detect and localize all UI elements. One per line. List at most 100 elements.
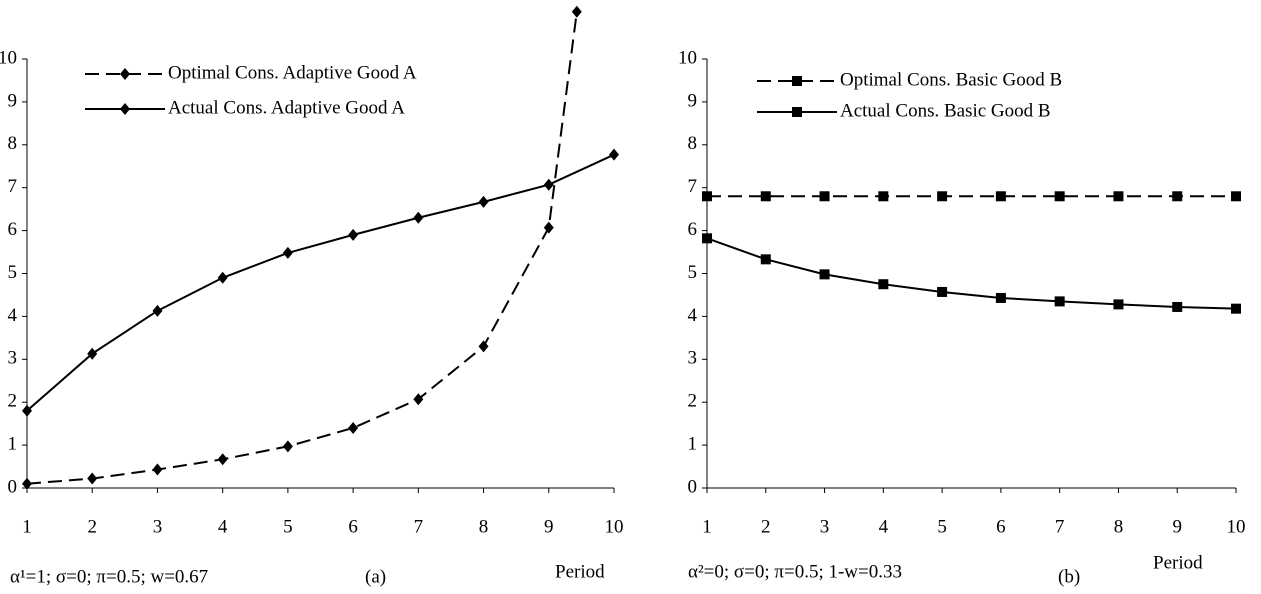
y-tick-label: 10	[678, 47, 697, 68]
data-point	[348, 421, 359, 434]
x-tick-label: 9	[1172, 516, 1182, 537]
data-point	[702, 233, 712, 244]
data-point	[1172, 301, 1183, 312]
data-point	[22, 477, 32, 490]
data-point	[1231, 191, 1241, 202]
x-tick-label: 3	[153, 516, 163, 537]
data-point	[760, 191, 771, 202]
data-point	[413, 211, 424, 224]
x-tick-label: 1	[702, 516, 712, 537]
annotation: (a)	[365, 566, 386, 587]
data-point	[1054, 191, 1065, 202]
series-line	[26, 11, 578, 485]
x-tick-label: 6	[348, 516, 358, 537]
data-point	[478, 340, 489, 353]
y-tick-label: 10	[0, 47, 17, 68]
legend-label: Optimal Cons. Adaptive Good A	[168, 62, 417, 83]
x-tick-label: 7	[1055, 516, 1065, 537]
data-point	[702, 191, 712, 202]
y-tick-label: 5	[8, 262, 18, 283]
legend-label: Actual Cons. Basic Good B	[840, 100, 1051, 121]
y-tick-label: 0	[8, 476, 18, 497]
data-point	[819, 269, 830, 280]
y-tick-label: 2	[8, 391, 18, 412]
data-point	[152, 463, 163, 476]
annotation: α¹=1; σ=0; π=0.5; w=0.67	[10, 566, 208, 587]
x-tick-label: 4	[879, 516, 889, 537]
x-tick-label: 8	[479, 516, 489, 537]
legend-marker	[792, 76, 802, 86]
y-tick-label: 1	[688, 433, 698, 454]
y-tick-label: 9	[8, 90, 18, 111]
data-point	[760, 254, 771, 265]
y-tick-label: 9	[688, 90, 698, 111]
y-tick-label: 4	[688, 305, 698, 326]
data-point	[878, 279, 889, 290]
data-point	[22, 404, 32, 417]
legend-marker	[792, 107, 802, 117]
data-point	[348, 228, 359, 241]
data-point	[1231, 303, 1241, 314]
x-tick-label: 6	[996, 516, 1006, 537]
y-tick-label: 4	[8, 305, 18, 326]
x-tick-label: 10	[1227, 516, 1246, 537]
y-tick-label: 8	[688, 133, 698, 154]
data-point	[1113, 299, 1124, 310]
annotation: (b)	[1058, 566, 1080, 587]
data-point	[937, 191, 948, 202]
data-point	[1113, 191, 1124, 202]
data-point	[819, 191, 830, 202]
y-tick-label: 1	[8, 433, 18, 454]
y-tick-label: 2	[688, 391, 698, 412]
y-tick-label: 3	[688, 348, 698, 369]
y-tick-label: 5	[688, 262, 698, 283]
legend-marker	[120, 103, 130, 115]
data-point	[995, 292, 1006, 303]
data-point	[609, 148, 619, 161]
x-tick-label: 1	[22, 516, 32, 537]
y-tick-label: 7	[688, 176, 698, 197]
x-tick-label: 3	[820, 516, 830, 537]
data-point	[152, 304, 163, 317]
data-point	[87, 472, 98, 485]
y-tick-label: 6	[688, 219, 698, 240]
x-tick-label: 2	[761, 516, 771, 537]
data-point	[1054, 296, 1065, 307]
x-tick-label: 9	[544, 516, 554, 537]
series-line	[26, 153, 615, 412]
data-point	[995, 191, 1006, 202]
y-tick-label: 3	[8, 348, 18, 369]
y-tick-label: 7	[8, 176, 18, 197]
legend-label: Optimal Cons. Basic Good B	[840, 69, 1062, 90]
data-point	[217, 271, 228, 284]
data-point	[282, 440, 293, 453]
data-point	[878, 191, 889, 202]
x-tick-label: 4	[218, 516, 228, 537]
y-tick-label: 0	[688, 476, 698, 497]
y-tick-label: 6	[8, 219, 18, 240]
data-point	[282, 246, 293, 259]
legend-label: Actual Cons. Adaptive Good A	[168, 97, 405, 118]
legend-marker	[120, 68, 130, 80]
annotation: α²=0; σ=0; π=0.5; 1-w=0.33	[688, 561, 902, 582]
data-point	[413, 393, 424, 406]
data-point	[217, 453, 228, 466]
data-point	[543, 178, 554, 191]
x-tick-label: 2	[87, 516, 97, 537]
y-tick-label: 8	[8, 133, 18, 154]
data-point	[478, 195, 489, 208]
x-tick-label: 7	[414, 516, 424, 537]
annotation: Period	[555, 561, 605, 582]
x-tick-label: 5	[283, 516, 293, 537]
x-tick-label: 5	[937, 516, 947, 537]
annotation: Period	[1153, 552, 1203, 573]
data-point	[87, 347, 98, 360]
data-point	[543, 221, 554, 234]
series-line	[706, 237, 1237, 310]
x-tick-label: 8	[1114, 516, 1124, 537]
x-tick-label: 10	[605, 516, 624, 537]
data-point	[1172, 191, 1183, 202]
data-point	[937, 286, 948, 297]
data-point	[571, 5, 582, 18]
